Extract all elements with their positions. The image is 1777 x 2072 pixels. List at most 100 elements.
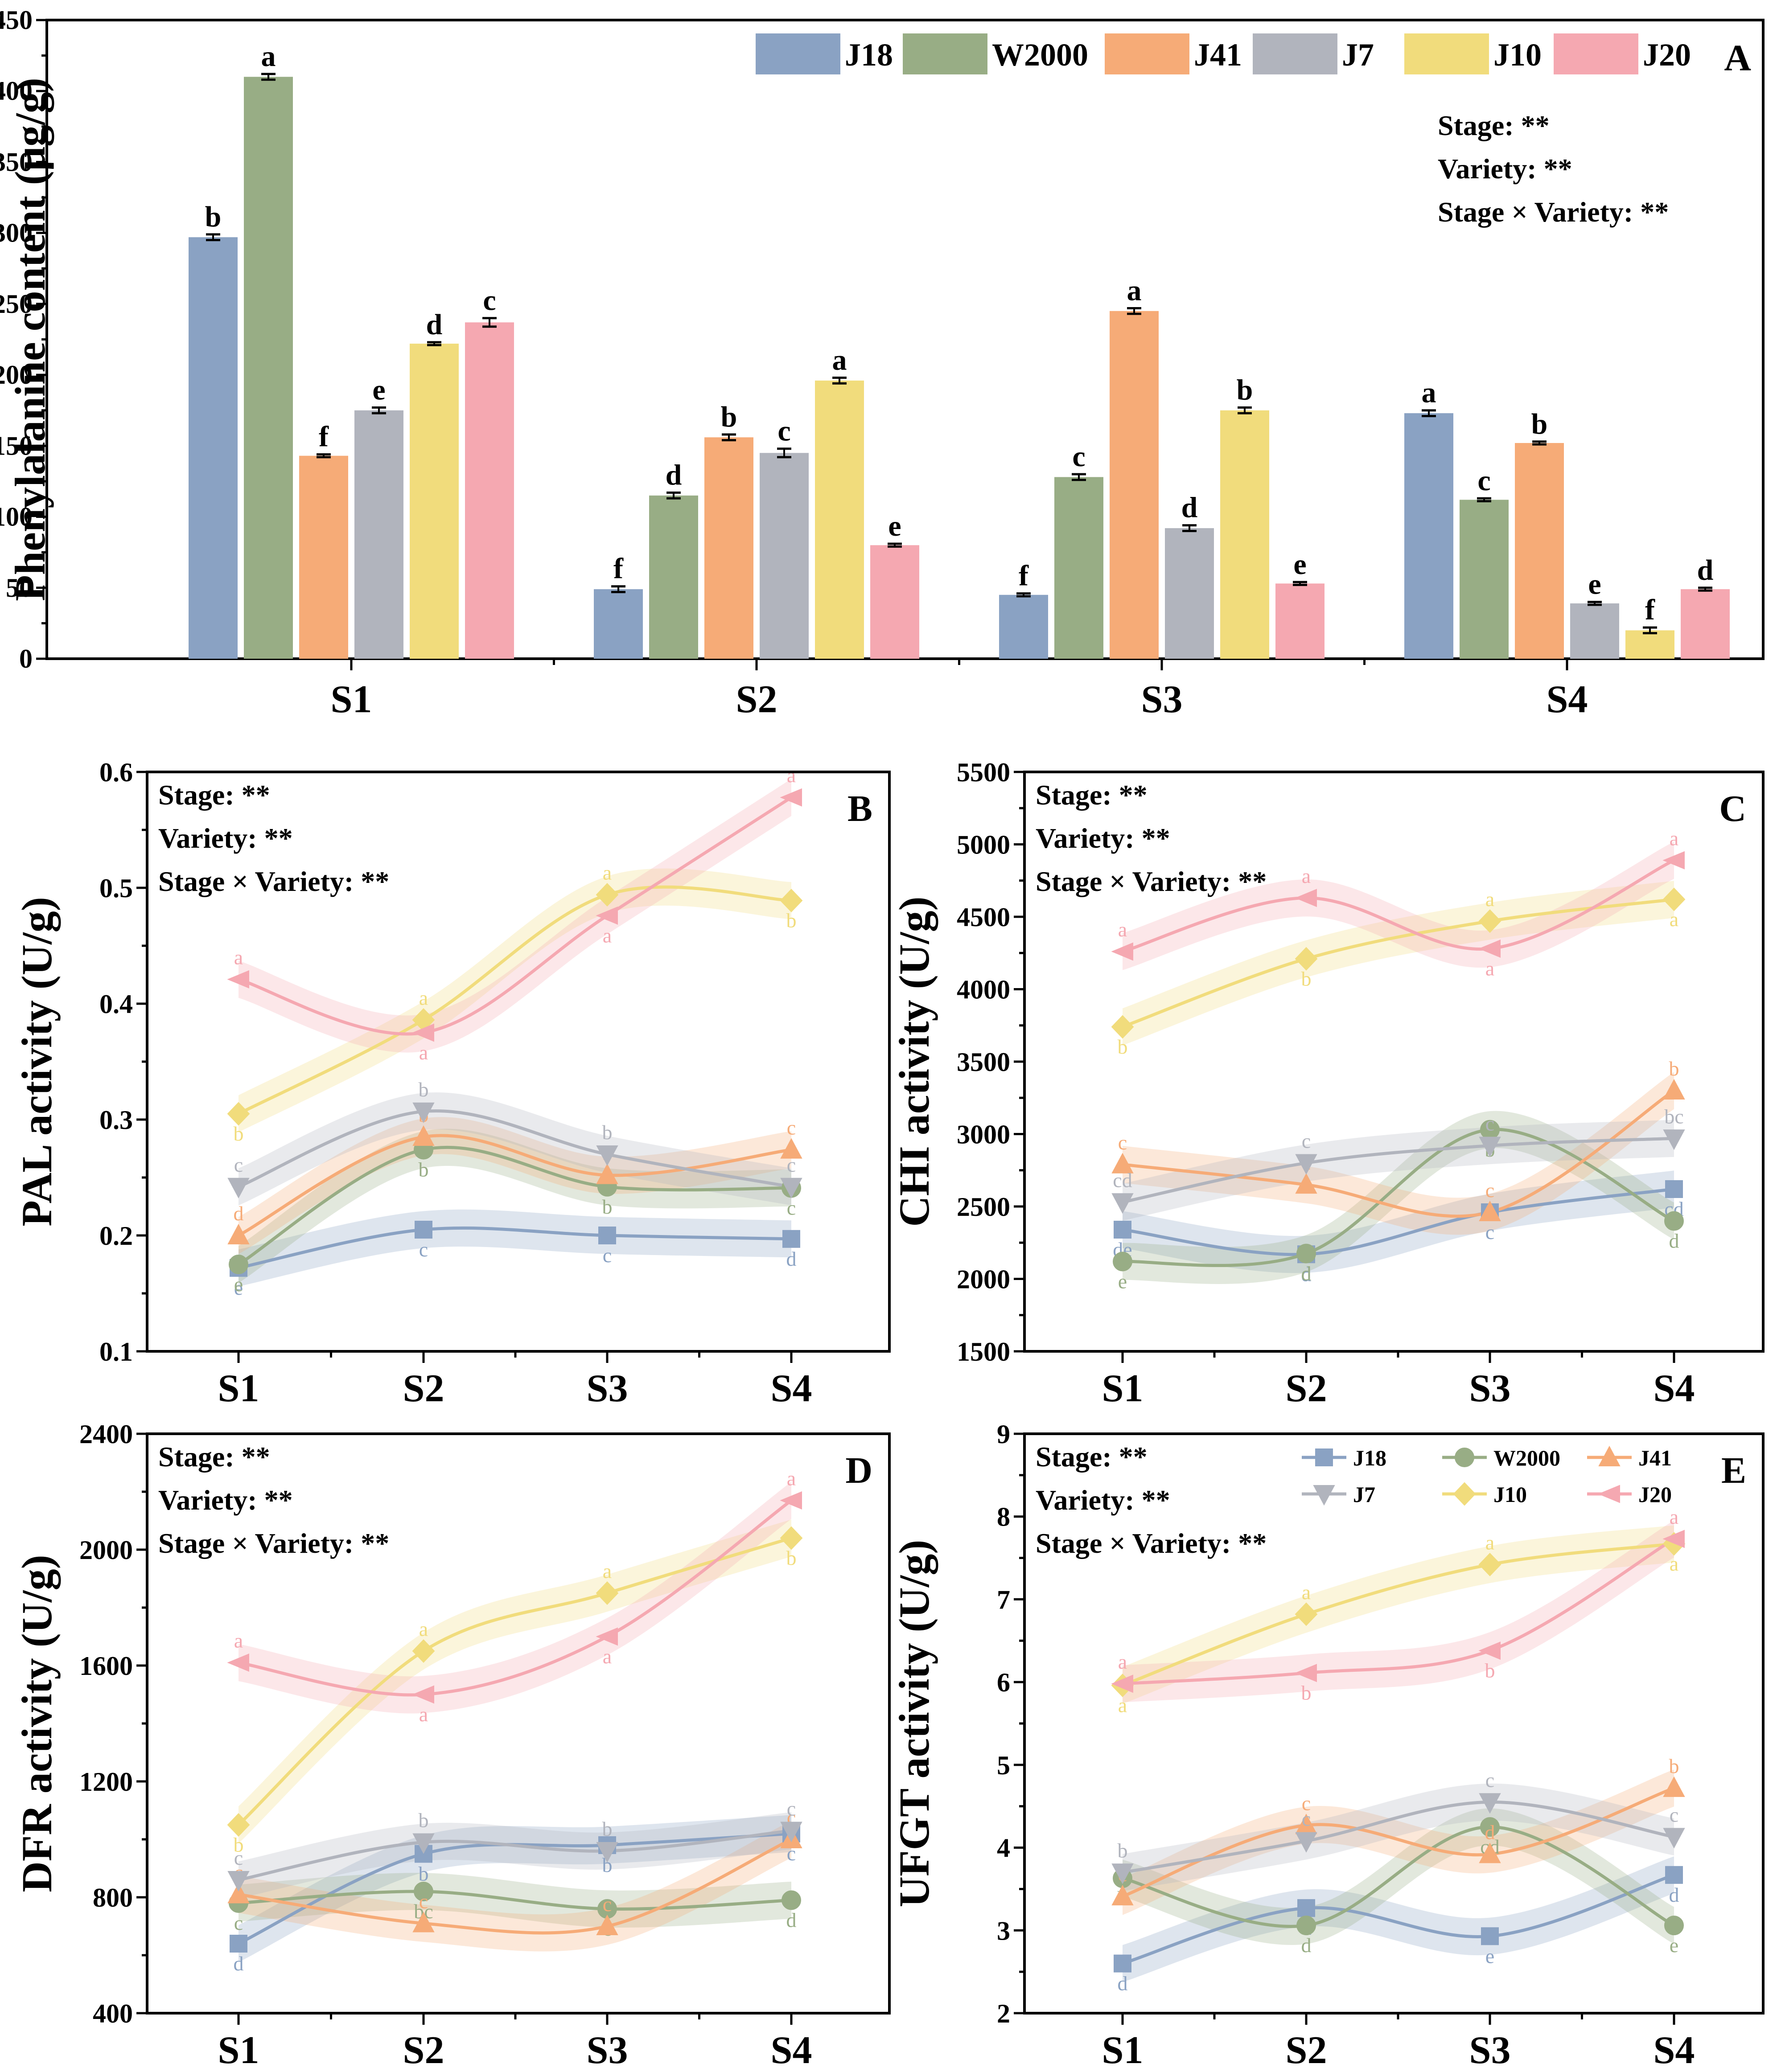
significance-letter: e — [1588, 568, 1601, 601]
significance-letter: d — [1118, 1972, 1128, 1995]
y-tick-label: 0.3 — [99, 1105, 133, 1135]
stats-line: Variety: ** — [158, 1484, 293, 1516]
data-point-j18-s2 — [1297, 1899, 1315, 1917]
x-category-label: S4 — [1547, 678, 1588, 721]
data-point-j7-s2 — [1295, 1154, 1317, 1175]
x-category-label: S1 — [1102, 1367, 1144, 1410]
data-point-j7-s3 — [1479, 1137, 1501, 1157]
y-tick-label: 2400 — [79, 1420, 133, 1449]
series-line-w2000 — [238, 1890, 792, 1911]
significance-letter: e — [1293, 548, 1306, 581]
significance-letter: d — [1669, 1230, 1679, 1252]
stats-line: Stage × Variety: ** — [1036, 1527, 1267, 1559]
y-tick-label: 8 — [997, 1502, 1010, 1532]
y-tick-label: 5 — [997, 1751, 1010, 1780]
bar-j20-s2 — [870, 545, 919, 659]
data-point-j10-s1 — [227, 1102, 250, 1126]
significance-letter: b — [1301, 1682, 1312, 1704]
data-point-j7-s4 — [780, 1822, 802, 1842]
significance-letter: a — [1127, 274, 1142, 307]
significance-letter: b — [602, 1195, 613, 1218]
y-tick-label: 3500 — [957, 1047, 1010, 1077]
significance-letter: a — [1485, 1531, 1494, 1554]
panel-letter-c: C — [1719, 788, 1746, 829]
ci-band-j7 — [1123, 1783, 1674, 1891]
y-tick-label: 0.2 — [99, 1221, 133, 1251]
data-point-j10-s3 — [1478, 1552, 1501, 1576]
series-line-j10 — [237, 1536, 792, 1826]
stats-line: Stage: ** — [1036, 779, 1148, 811]
data-point-j20-s2 — [412, 1023, 434, 1042]
y-axis-title: Phenylalanine content (μg/g) — [6, 78, 54, 601]
significance-letter: b — [234, 1122, 244, 1145]
data-point-j20-s3 — [596, 906, 618, 925]
data-point-j18-s4 — [1665, 1180, 1683, 1198]
series-line-j7 — [1122, 1800, 1674, 1874]
significance-letter: b — [1669, 1755, 1679, 1777]
x-category-label: S3 — [1469, 2029, 1511, 2072]
ci-band-j7 — [239, 1092, 791, 1206]
significance-letter: e — [888, 510, 901, 542]
bar-j7-s4 — [1570, 603, 1619, 659]
y-axis-title: CHI activity (U/g) — [890, 896, 938, 1227]
significance-letter: c — [777, 415, 790, 447]
significance-letter: c — [234, 1912, 243, 1934]
significance-letter: c — [1302, 1130, 1311, 1153]
bar-j41-s4 — [1515, 443, 1564, 659]
data-point-w2000-s1 — [229, 1255, 248, 1274]
bar-j20-s3 — [1275, 583, 1325, 659]
significance-letter: d — [1181, 492, 1198, 524]
significance-letter: c — [1485, 1112, 1494, 1135]
y-tick-label: 0.5 — [99, 874, 133, 903]
ci-band-j18 — [239, 1815, 791, 1962]
stats-line: Variety: ** — [1036, 822, 1170, 854]
significance-letter: c — [1485, 1768, 1494, 1791]
data-point-j20-s4 — [780, 788, 802, 807]
y-tick-label: 2000 — [957, 1265, 1010, 1294]
y-tick-label: 400 — [0, 76, 33, 106]
significance-letter: a — [1485, 957, 1494, 980]
ci-band-j20 — [1123, 841, 1674, 970]
bar-j10-s4 — [1625, 630, 1674, 659]
data-point-j41-s1 — [227, 1223, 250, 1244]
significance-letter: a — [787, 1467, 796, 1490]
legend-label-j41: J41 — [1194, 37, 1242, 73]
significance-letter: b — [786, 1547, 797, 1569]
bar-w2000-s2 — [649, 495, 698, 659]
x-category-label: S1 — [218, 1367, 259, 1410]
significance-letter: c — [1302, 1808, 1311, 1830]
y-tick-label: 200 — [0, 360, 33, 390]
bar-w2000-s4 — [1460, 500, 1509, 659]
data-point-j7-s4 — [780, 1178, 802, 1198]
data-point-j10-s3 — [596, 1581, 619, 1605]
series-line-j20 — [1122, 1537, 1675, 1686]
bar-j18-s4 — [1404, 413, 1453, 659]
y-tick-label: 0.6 — [99, 758, 133, 787]
legend-label-j20: J20 — [1638, 1482, 1672, 1507]
stats-line: Stage: ** — [1036, 1441, 1148, 1473]
significance-letter: c — [1302, 1792, 1311, 1814]
stats-line: Stage × Variety: ** — [1438, 196, 1669, 228]
y-tick-label: 4000 — [957, 975, 1010, 1005]
data-point-j18-s4 — [1665, 1866, 1683, 1884]
bar-j18-s3 — [999, 595, 1048, 659]
bar-j41-s3 — [1110, 311, 1159, 659]
significance-letter: b — [602, 1121, 613, 1144]
significance-letter: a — [832, 344, 847, 376]
significance-letter: e — [1670, 1934, 1678, 1957]
data-point-j20-s2 — [1295, 1664, 1317, 1682]
data-point-j41-s4 — [780, 1138, 802, 1159]
y-tick-label: 800 — [93, 1883, 133, 1912]
stats-line: Variety: ** — [158, 822, 293, 854]
significance-letter: a — [603, 1560, 612, 1583]
significance-letter: e — [372, 373, 385, 406]
stats-line: Variety: ** — [1438, 153, 1572, 185]
series-line-j20 — [1122, 859, 1675, 953]
significance-letter: a — [1302, 1581, 1311, 1604]
y-tick-label: 5000 — [957, 830, 1010, 860]
stats-line: Stage × Variety: ** — [158, 866, 389, 897]
significance-letter: a — [419, 986, 428, 1009]
significance-letter: d — [786, 1909, 797, 1932]
significance-letter: c — [1485, 1179, 1494, 1202]
data-point-j20-s1 — [227, 970, 249, 989]
